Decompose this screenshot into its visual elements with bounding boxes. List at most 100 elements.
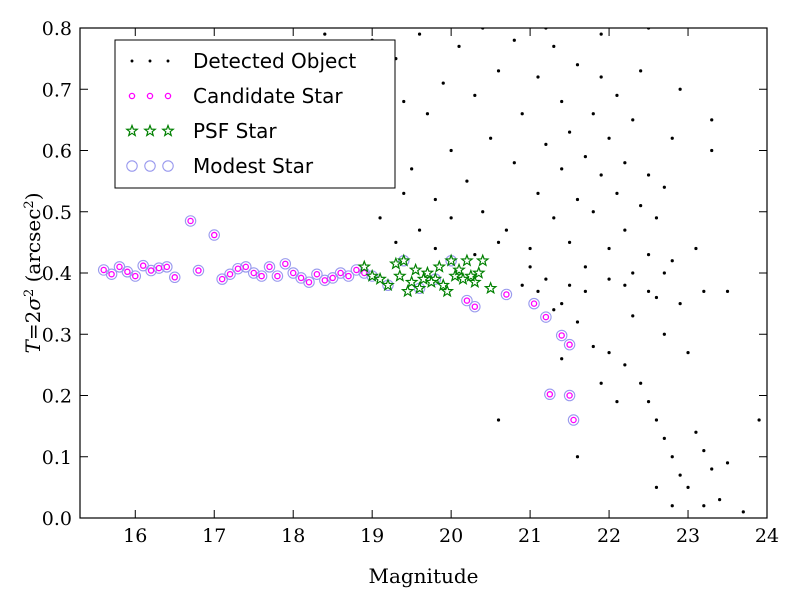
detected-object-point: [599, 32, 603, 36]
modest-star-point: [461, 294, 473, 307]
modest-star-point: [544, 388, 556, 401]
detected-object-point: [560, 302, 564, 306]
detected-object-point: [670, 136, 674, 140]
modest-star-point: [567, 414, 580, 426]
detected-object-point: [575, 63, 580, 67]
candidate-star-point: [321, 277, 329, 284]
detected-object-point: [394, 240, 398, 244]
detected-object-point: [654, 295, 659, 300]
detected-object-point: [536, 191, 540, 195]
detected-object-point: [583, 265, 587, 269]
plot-area: [97, 28, 761, 514]
candidate-star-point: [210, 231, 218, 239]
y-tick-label: 0.5: [42, 202, 72, 224]
y-axis-label-part: =: [21, 323, 45, 340]
detected-object-point: [607, 136, 611, 140]
detected-object-point: [457, 44, 461, 48]
candidate-star-point: [234, 265, 242, 272]
x-tick-label: 21: [518, 525, 542, 547]
detected-object-point: [512, 38, 516, 42]
modest-star-point: [169, 271, 181, 284]
detected-object-point: [552, 216, 556, 220]
y-axis-label-part: 2: [21, 311, 45, 324]
detected-object-point: [575, 197, 580, 202]
y-axis-label-part: (arcsec: [21, 209, 45, 289]
candidate-star-point: [297, 274, 305, 282]
y-tick-label: 0.8: [42, 18, 72, 40]
legend-marker-psf-star: [161, 123, 175, 137]
y-tick-label: 0.0: [42, 508, 72, 530]
candidate-star-point: [163, 263, 171, 271]
series-psf-star: [357, 253, 498, 298]
detected-object-point: [536, 75, 540, 79]
detected-object-point: [512, 161, 516, 165]
y-tick-label: 0.1: [42, 447, 72, 469]
candidate-star-point: [345, 272, 352, 280]
psf-star-point: [436, 278, 451, 292]
detected-object-point: [583, 155, 587, 159]
detected-object-point: [567, 283, 572, 287]
detected-object-point: [678, 473, 682, 477]
detected-object-point: [417, 32, 422, 36]
modest-star-point: [145, 264, 157, 277]
candidate-star-point: [546, 391, 554, 398]
detected-object-point: [496, 69, 501, 73]
candidate-star-point: [558, 332, 565, 339]
psf-star-point: [475, 253, 490, 267]
detected-object-point: [670, 259, 674, 263]
detected-object-point: [583, 289, 587, 293]
legend-marker-detected-object: [130, 59, 134, 63]
detected-object-point: [599, 75, 603, 79]
detected-object-point: [710, 467, 714, 471]
candidate-star-point: [155, 264, 163, 272]
candidate-star-point: [542, 313, 550, 321]
detected-object-point: [702, 289, 706, 293]
detected-object-point: [449, 216, 453, 220]
detected-object-point: [639, 204, 643, 208]
psf-star-point: [416, 271, 431, 285]
detected-object-point: [718, 498, 722, 502]
x-tick-label: 23: [676, 525, 700, 547]
modest-star-point: [240, 261, 252, 273]
legend-marker-psf-star: [125, 123, 139, 137]
detected-object-point: [623, 283, 627, 287]
candidate-star-point: [329, 274, 336, 282]
legend-marker-detected-object: [148, 59, 152, 63]
psf-star-point: [444, 253, 459, 267]
detected-object-point: [496, 240, 501, 244]
detected-object-point: [615, 93, 619, 97]
modest-star-point: [563, 338, 576, 351]
detected-object-point: [662, 185, 666, 189]
psf-star-point: [381, 278, 395, 292]
detected-object-point: [567, 240, 572, 244]
modest-star-point: [232, 262, 244, 275]
detected-object-point: [504, 228, 509, 232]
detected-object-point: [639, 69, 643, 73]
detected-object-point: [591, 112, 595, 116]
detected-object-point: [646, 253, 651, 257]
detected-object-point: [662, 332, 666, 336]
y-tick-label: 0.3: [42, 324, 72, 346]
detected-object-point: [528, 265, 532, 269]
detected-object-point: [631, 314, 635, 318]
modest-star-point: [319, 274, 331, 287]
detected-object-point: [615, 191, 619, 195]
detected-object-point: [670, 504, 674, 508]
modest-star-point: [224, 268, 236, 280]
detected-object-point: [599, 381, 603, 385]
detected-object-point: [575, 320, 580, 324]
x-axis-label: Magnitude: [368, 564, 478, 588]
psf-star-point: [412, 281, 427, 295]
y-axis-label-part: ): [21, 192, 45, 200]
candidate-star-point: [503, 291, 510, 298]
modest-star-point: [271, 270, 284, 282]
modest-star-point: [342, 270, 355, 282]
detected-object-point: [425, 112, 430, 116]
candidate-star-point: [337, 269, 344, 277]
candidate-star-point: [242, 263, 250, 271]
modest-star-point: [208, 229, 220, 241]
detected-object-point: [654, 418, 659, 422]
psf-star-point: [424, 274, 439, 289]
modest-star-point: [540, 311, 552, 323]
psf-star-point: [396, 253, 411, 267]
